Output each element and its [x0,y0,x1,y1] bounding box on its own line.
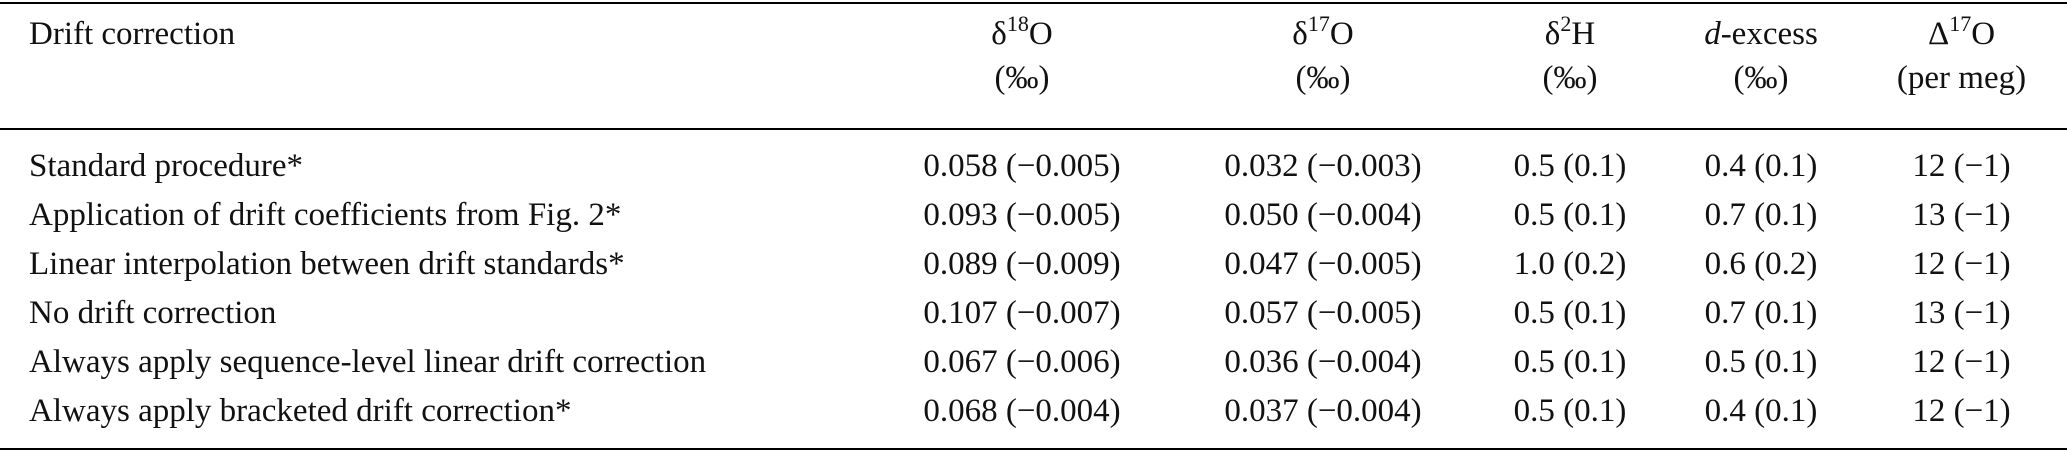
table-cell: 0.058 (−0.005) [923,148,1121,184]
table-cell: 0.5 (0.1) [1513,295,1627,331]
table-cell: 12 (−1) [1912,344,2011,380]
table-cell: 12 (−1) [1912,148,2011,184]
table-row: Standard procedure* 0.058 (−0.005) 0.032 (… [0,129,2067,191]
table-cell: 0.5 (0.1) [1513,197,1627,233]
header-unit: (per meg) [1896,60,2027,96]
table-cell: 0.7 (0.1) [1704,197,1818,233]
table-cell: 0.7 (0.1) [1704,295,1818,331]
header-superscript: 2 [1560,11,1572,36]
table-header: Drift correction δ18O (‰) δ17O (‰) δ2H (‰) … [0,3,2067,129]
header-symbol: d [1704,16,1721,52]
header-cell: δ18O (‰) [872,3,1172,129]
header-symbol: O [1028,16,1053,52]
row-label: No drift correction [29,295,277,331]
header-symbol: δ [1544,16,1561,52]
header-symbol: O [1329,16,1354,52]
table-cell: 0.4 (0.1) [1704,393,1818,429]
table-row: Application of drift coefficients from F… [0,191,2067,240]
table-cell: 0.047 (−0.005) [1224,246,1422,282]
table-cell: 0.6 (0.2) [1704,246,1818,282]
header-cell: d-excess (‰) [1666,3,1856,129]
table-cell: 0.093 (−0.005) [923,197,1121,233]
table-row: Always apply sequence-level linear drift… [0,338,2067,387]
header-unit: (‰) [1733,60,1789,96]
table-row: Always apply bracketed drift correction*… [0,387,2067,449]
header-cell: δ2H (‰) [1474,3,1666,129]
row-label: Linear interpolation between drift stand… [29,246,625,282]
table-row: No drift correction 0.107 (−0.007) 0.057 (… [0,289,2067,338]
table-cell: 12 (−1) [1912,393,2011,429]
row-label: Always apply bracketed drift correction* [29,393,572,429]
table-cell: 1.0 (0.2) [1513,246,1627,282]
header-cell: Drift correction [29,16,236,52]
table-cell: 13 (−1) [1912,295,2011,331]
table-cell: 0.089 (−0.009) [923,246,1121,282]
header-symbol: Δ [1927,16,1950,52]
row-label: Application of drift coefficients from F… [29,197,622,233]
table-cell: 0.057 (−0.005) [1224,295,1422,331]
table-cell: 0.032 (−0.003) [1224,148,1422,184]
table-cell: 0.067 (−0.006) [923,344,1121,380]
table-cell: 0.5 (0.1) [1513,148,1627,184]
header-symbol: H [1571,16,1596,52]
row-label: Always apply sequence-level linear drift… [29,344,707,380]
table-cell: 0.5 (0.1) [1704,344,1818,380]
table-cell: 0.036 (−0.004) [1224,344,1422,380]
table-cell: 0.068 (−0.004) [923,393,1121,429]
header-cell: Δ17O (per meg) [1856,3,2067,129]
table-cell: 0.037 (−0.004) [1224,393,1422,429]
header-superscript: 17 [1949,11,1972,36]
table-cell: 12 (−1) [1912,246,2011,282]
header-superscript: 17 [1307,11,1330,36]
row-label: Standard procedure* [29,148,303,184]
header-unit: (‰) [1542,60,1598,96]
header-row: Drift correction δ18O (‰) δ17O (‰) δ2H (‰) … [0,3,2067,129]
header-symbol: δ [1292,16,1308,52]
table-cell: 0.5 (0.1) [1513,344,1627,380]
header-superscript: 18 [1006,11,1029,36]
header-unit: (‰) [994,60,1050,96]
table-cell: 0.4 (0.1) [1704,148,1818,184]
header-unit: (‰) [1295,60,1351,96]
table-cell: 13 (−1) [1912,197,2011,233]
table-cell: 0.107 (−0.007) [923,295,1121,331]
table-cell: 0.050 (−0.004) [1224,197,1422,233]
header-symbol: O [1971,16,1996,52]
table-row: Linear interpolation between drift stand… [0,240,2067,289]
header-cell: δ17O (‰) [1172,3,1474,129]
table-body: Standard procedure* 0.058 (−0.005) 0.032 (… [0,129,2067,449]
table-cell: 0.5 (0.1) [1513,393,1627,429]
header-symbol: δ [991,16,1007,52]
header-symbol: -excess [1720,16,1818,52]
